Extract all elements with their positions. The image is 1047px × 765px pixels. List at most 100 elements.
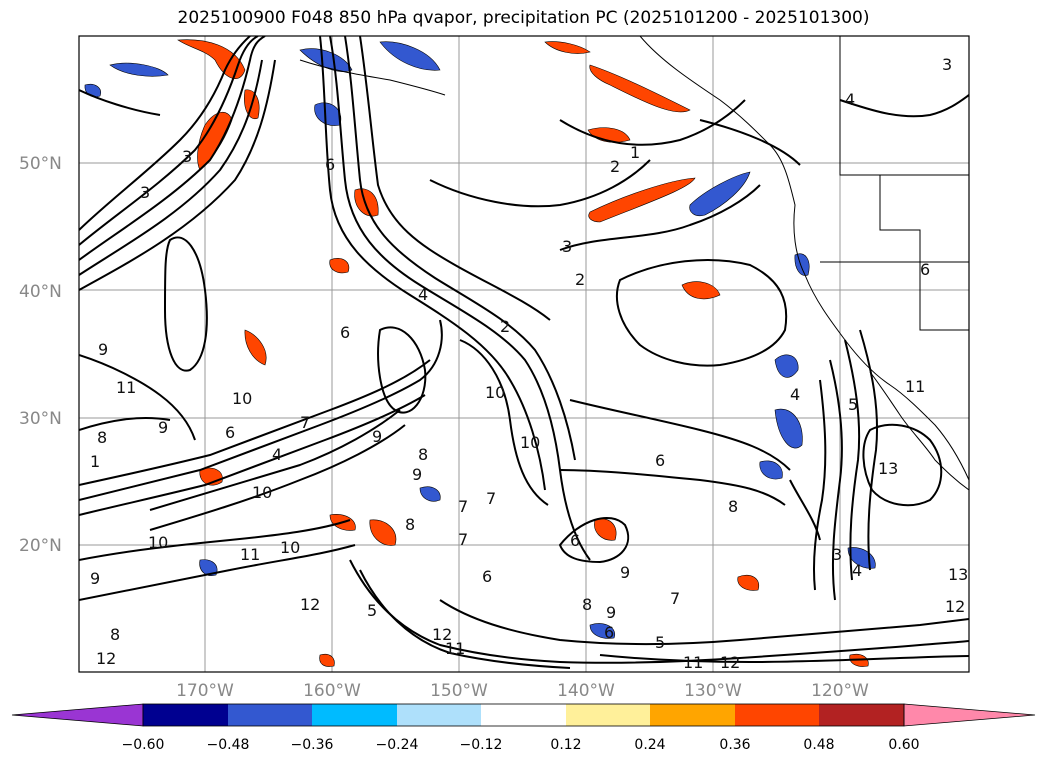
contour-label: 11: [116, 378, 136, 397]
contour-label: 9: [372, 427, 382, 446]
coastlines: [299, 36, 969, 491]
contour-label: 5: [655, 633, 665, 652]
contour-label: 12: [432, 625, 452, 644]
contour-label: 11: [445, 639, 465, 658]
contour-lines: [79, 36, 969, 669]
contour-label: 2: [610, 157, 620, 176]
colorbar-tick-label: −0.24: [376, 737, 419, 753]
contour-label: 6: [570, 531, 580, 550]
contour-label: 4: [845, 90, 855, 109]
colorbar-tick-label: 0.12: [550, 737, 581, 753]
colorbar-tick-label: 0.24: [634, 737, 665, 753]
contour-label: 3: [942, 55, 952, 74]
contour-label: 1: [630, 143, 640, 162]
contour-label: 4: [272, 445, 282, 464]
contour-label: 8: [418, 445, 428, 464]
precip-shading: [84, 39, 876, 667]
contour-label: 6: [920, 260, 930, 279]
contour-label: 6: [482, 567, 492, 586]
lon-label: 150°W: [430, 681, 488, 701]
colorbar-arrow-left: [11, 703, 144, 727]
contour-label: 3: [562, 237, 572, 256]
colorbar-tick-label: −0.48: [207, 737, 250, 753]
contour-label: 6: [225, 423, 235, 442]
colorbar-tick-label: 0.60: [888, 737, 919, 753]
lat-label: 20°N: [19, 536, 62, 556]
colorbar-tick-label: −0.36: [291, 737, 334, 753]
contour-label: 12: [945, 597, 965, 616]
colorbar-segment: [819, 704, 904, 726]
contour-label: 7: [486, 489, 496, 508]
contour-label: 10: [485, 383, 505, 402]
contour-label: 8: [582, 595, 592, 614]
contour-label: 2: [575, 270, 585, 289]
contour-label: 2: [500, 317, 510, 336]
contour-label: 9: [90, 569, 100, 588]
contour-label: 8: [405, 515, 415, 534]
contour-label: 12: [720, 653, 740, 672]
contour-label: 9: [98, 340, 108, 359]
contour-label: 10: [232, 389, 252, 408]
colorbar-segment: [566, 704, 650, 726]
contour-label: 6: [340, 323, 350, 342]
contour-label: 13: [948, 565, 968, 584]
contour-label: 9: [412, 465, 422, 484]
colorbar-segment: [650, 704, 735, 726]
lon-label: 120°W: [811, 681, 869, 701]
contour-label: 7: [458, 497, 468, 516]
colorbar-segment: [143, 704, 228, 726]
contour-label: 7: [300, 413, 310, 432]
colorbar-tick-label: 0.48: [803, 737, 834, 753]
contour-label: 5: [367, 601, 377, 620]
lat-label: 40°N: [19, 282, 62, 302]
contour-label: 6: [604, 623, 614, 642]
contour-label: 11: [683, 653, 703, 672]
contour-label: 11: [905, 377, 925, 396]
contour-label: 8: [110, 625, 120, 644]
colorbar-segment: [397, 704, 481, 726]
colorbar-arrow-right: [903, 703, 1036, 727]
contour-label: 7: [458, 530, 468, 549]
contour-label: 3: [182, 147, 192, 166]
contour-label: 12: [300, 595, 320, 614]
contour-label: 1: [90, 452, 100, 471]
contour-label: 10: [148, 533, 168, 552]
contour-label: 12: [96, 649, 116, 668]
colorbar-segment: [735, 704, 819, 726]
contour-label: 9: [620, 563, 630, 582]
lon-label: 160°W: [303, 681, 361, 701]
contour-label: 8: [728, 497, 738, 516]
contour-label: 3: [832, 545, 842, 564]
colorbar-tick-label: −0.12: [460, 737, 503, 753]
contour-label: 7: [670, 589, 680, 608]
contour-label: 3: [140, 183, 150, 202]
colorbar-tick-label: −0.60: [122, 737, 165, 753]
map-background: [79, 36, 969, 672]
contour-label: 4: [418, 285, 428, 304]
lon-label: 140°W: [557, 681, 615, 701]
colorbar-frame: [142, 703, 905, 727]
colorbar: −0.60 −0.48 −0.36 −0.24 −0.12 0.12 0.24 …: [11, 703, 1036, 753]
lat-label: 50°N: [19, 154, 62, 174]
longitude-labels: 170°W 160°W 150°W 140°W 130°W 120°W: [176, 681, 869, 701]
lat-label: 30°N: [19, 409, 62, 429]
colorbar-segment: [312, 704, 397, 726]
colorbar-segment: [228, 704, 312, 726]
map-title: 2025100900 F048 850 hPa qvapor, precipit…: [177, 8, 870, 28]
contour-label: 9: [606, 603, 616, 622]
contour-label: 4: [852, 561, 862, 580]
contour-label: 6: [655, 451, 665, 470]
contour-label: 6: [325, 155, 335, 174]
contour-label: 5: [848, 395, 858, 414]
colorbar-segment: [481, 704, 566, 726]
latitude-labels: 20°N 30°N 40°N 50°N: [19, 154, 62, 556]
contour-label: 9: [158, 418, 168, 437]
contour-labels: 3 3 3 6 1 2 3 2 4 2 4 6 9 10 11 10 9 8 6…: [90, 55, 968, 672]
contour-label: 8: [97, 428, 107, 447]
lon-label: 170°W: [176, 681, 234, 701]
contour-label: 11: [240, 545, 260, 564]
contour-label: 10: [280, 538, 300, 557]
contour-label: 10: [252, 483, 272, 502]
lon-label: 130°W: [684, 681, 742, 701]
